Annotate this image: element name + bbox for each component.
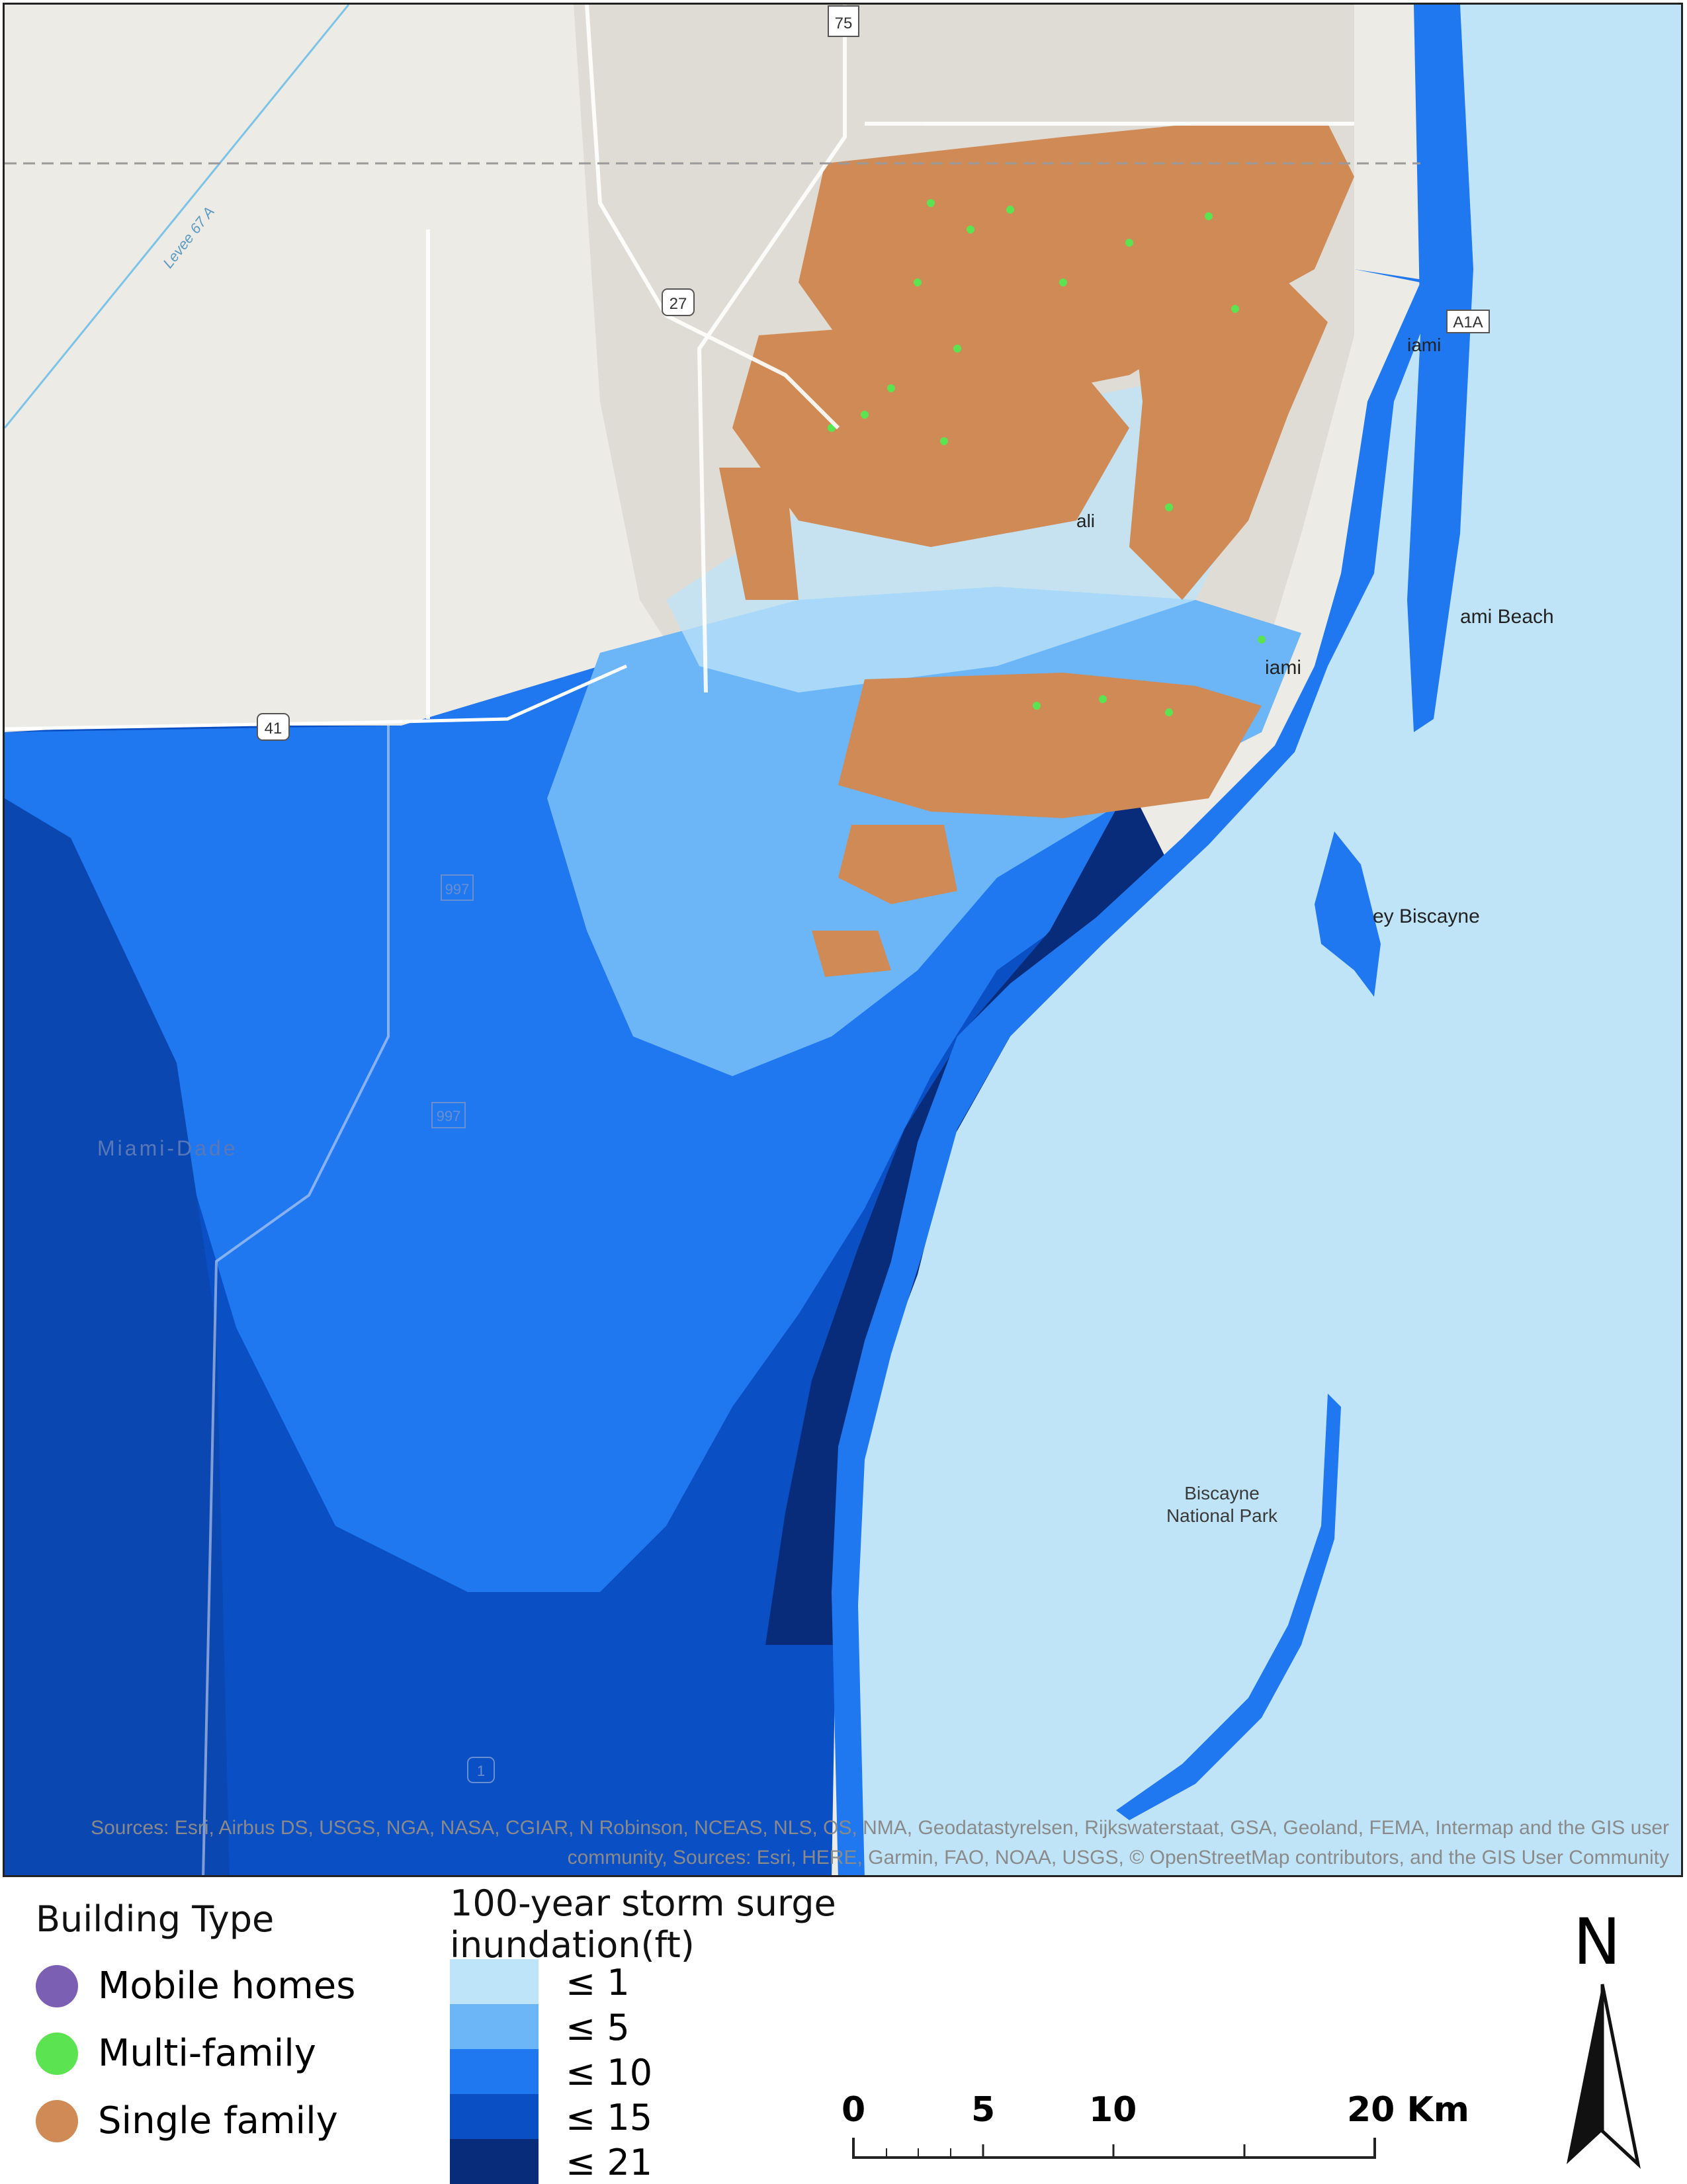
multi-family-swatch <box>36 2032 78 2075</box>
mobile-homes-label: Mobile homes <box>98 1964 356 2007</box>
scale-tick-10: 10 <box>1089 2090 1137 2130</box>
mobile-homes-swatch <box>36 1964 78 2007</box>
shield-us41: 41 <box>265 720 282 737</box>
legend-single-family: Single family <box>36 2099 338 2142</box>
label-miami-north: iami <box>1407 335 1441 355</box>
tamiami-trail <box>5 664 628 731</box>
legend-surge-title-2: inundation(ft) <box>450 1924 695 1966</box>
legend-mobile-homes: Mobile homes <box>36 1964 355 2007</box>
sr997-road <box>202 726 390 1875</box>
key-biscayne-island <box>1315 831 1381 997</box>
multi-family-label: Multi-family <box>98 2032 316 2075</box>
label-biscayne-np-1: Biscayne <box>1184 1483 1260 1503</box>
legend-surge: 100-year storm surge inundation(ft) <box>450 1882 836 1966</box>
shield-sr997-south: 997 <box>437 1108 461 1124</box>
levee-line <box>5 5 350 429</box>
shield-us1: 1 <box>477 1763 485 1779</box>
shield-i75: 75 <box>835 15 853 32</box>
roads <box>426 5 1354 719</box>
label-miami-dade: Miami-Dade <box>97 1136 238 1160</box>
map-panel[interactable]: 75 27 41 A1A 997 997 1 iami ami Beach ia… <box>3 3 1683 1877</box>
single-family-label: Single family <box>98 2099 338 2142</box>
label-miami-beach: ami Beach <box>1460 606 1554 628</box>
label-miami: iami <box>1265 657 1301 679</box>
legend-multi-family: Multi-family <box>36 2032 316 2075</box>
single-family-clusters <box>719 124 1354 977</box>
shield-a1a: A1A <box>1453 314 1483 331</box>
legend-building-title: Building Type <box>36 1898 275 1940</box>
attribution-line-2: community, Sources: Esri, HERE, Garmin, … <box>567 1847 1669 1869</box>
scale-tick-0: 0 <box>842 2090 866 2130</box>
surge-swatch-21 <box>450 2139 539 2184</box>
legend-building-type: Building Type <box>36 1898 274 1940</box>
surge-label-10: ≤ 10 <box>566 2052 653 2093</box>
label-key-biscayne: ey Biscayne <box>1373 905 1480 927</box>
surge-label-15: ≤ 15 <box>566 2097 653 2138</box>
shield-us27: 27 <box>670 295 687 313</box>
surge-swatch-5 <box>450 2004 539 2049</box>
surge-swatch-15 <box>450 2094 539 2139</box>
surge-label-21: ≤ 21 <box>566 2142 653 2183</box>
surge-label-5: ≤ 5 <box>566 2007 630 2048</box>
coastal-fringe <box>832 269 1440 1875</box>
single-family-swatch <box>36 2099 78 2142</box>
label-biscayne-np-2: National Park <box>1166 1505 1278 1526</box>
miami-beach-island <box>1407 5 1473 732</box>
route-shields: 75 27 41 A1A 997 997 1 <box>257 5 1490 1783</box>
biscayne-keys <box>1116 1394 1341 1820</box>
multi-family-dots <box>828 199 1266 716</box>
surge-swatch-10 <box>450 2049 539 2094</box>
map-canvas: 75 27 41 A1A 997 997 1 iami ami Beach ia… <box>5 5 1681 1875</box>
north-label: N <box>1573 1905 1621 1979</box>
shield-sr997-north: 997 <box>445 881 470 898</box>
legend-surge-title-1: 100-year storm surge <box>450 1882 836 1924</box>
surge-swatches <box>450 1959 539 2184</box>
attribution-line-1: Sources: Esri, Airbus DS, USGS, NGA, NAS… <box>91 1817 1669 1839</box>
surge-15-west <box>5 798 230 1875</box>
label-hialeah: ali <box>1076 511 1095 531</box>
scale-tick-20: 20 Km <box>1347 2090 1469 2130</box>
surge-label-1: ≤ 1 <box>566 1962 630 2003</box>
surge-swatch-1 <box>450 1959 539 2004</box>
scale-tick-5: 5 <box>971 2090 996 2130</box>
